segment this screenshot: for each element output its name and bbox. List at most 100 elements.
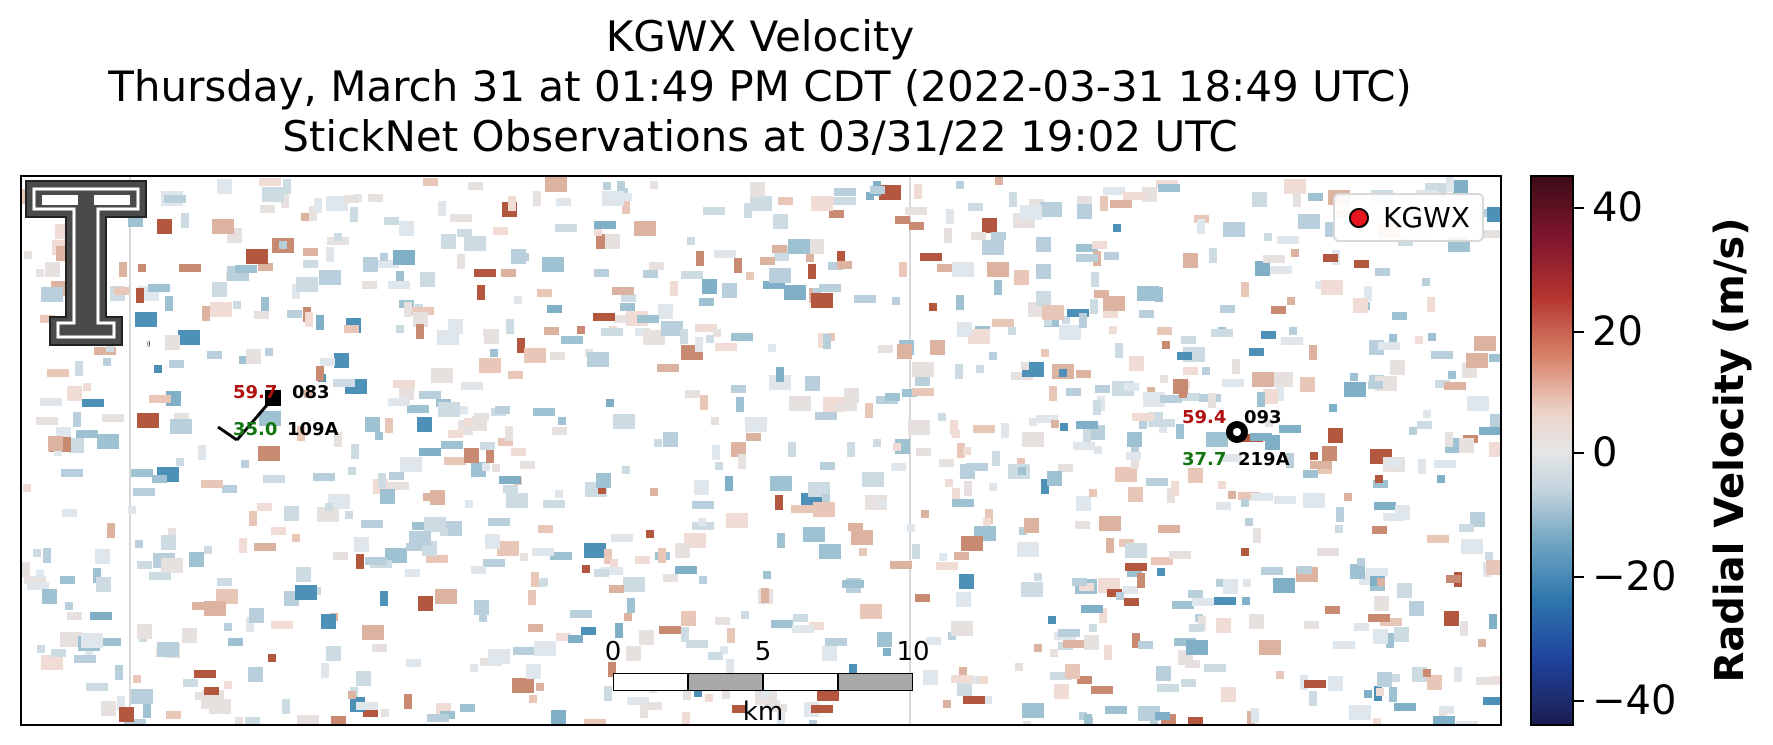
velocity-gate bbox=[498, 438, 513, 446]
velocity-gate bbox=[239, 356, 247, 364]
velocity-gate bbox=[115, 665, 123, 680]
velocity-gate bbox=[131, 689, 153, 704]
velocity-gate bbox=[1297, 566, 1312, 574]
velocity-gate bbox=[1060, 423, 1068, 431]
velocity-gate bbox=[1387, 459, 1402, 467]
velocity-gate bbox=[1415, 336, 1423, 344]
velocity-gate bbox=[465, 500, 473, 508]
velocity-gate bbox=[1022, 432, 1044, 447]
velocity-gate bbox=[818, 333, 826, 348]
velocity-gate bbox=[1024, 518, 1039, 533]
velocity-gate bbox=[1115, 467, 1137, 482]
velocity-gate bbox=[873, 439, 881, 447]
velocity-gate bbox=[1176, 424, 1184, 439]
velocity-gate bbox=[1383, 513, 1405, 521]
velocity-gate bbox=[96, 577, 111, 592]
colorbar-tick bbox=[1574, 207, 1584, 209]
velocity-gate bbox=[1084, 635, 1099, 650]
velocity-gate bbox=[1241, 548, 1249, 556]
velocity-gate bbox=[1075, 521, 1090, 529]
velocity-gate bbox=[946, 209, 954, 224]
velocity-gate bbox=[94, 347, 116, 355]
velocity-gate bbox=[1300, 377, 1315, 392]
velocity-gate bbox=[372, 644, 387, 652]
velocity-gate bbox=[587, 352, 609, 367]
velocity-gate bbox=[1344, 382, 1366, 397]
velocity-gate bbox=[811, 293, 833, 308]
velocity-gate bbox=[1453, 180, 1468, 195]
velocity-gate bbox=[297, 715, 319, 724]
velocity-gate bbox=[658, 548, 666, 563]
velocity-gate bbox=[1228, 491, 1236, 499]
velocity-gate bbox=[210, 302, 232, 317]
velocity-gate bbox=[1015, 663, 1023, 671]
velocity-gate bbox=[955, 364, 963, 379]
velocity-gate bbox=[365, 417, 380, 432]
velocity-gate bbox=[620, 303, 635, 311]
velocity-gate bbox=[937, 264, 952, 272]
velocity-gate bbox=[212, 282, 227, 297]
velocity-gate bbox=[626, 646, 641, 661]
station-109a-dewpoint: 35.0 bbox=[233, 419, 278, 440]
velocity-gate bbox=[448, 319, 463, 334]
velocity-gate bbox=[945, 479, 953, 487]
velocity-gate bbox=[1218, 481, 1226, 489]
velocity-gate bbox=[905, 207, 927, 215]
velocity-gate bbox=[41, 655, 63, 670]
velocity-gate bbox=[1157, 327, 1172, 335]
velocity-gate bbox=[634, 221, 656, 236]
velocity-gate bbox=[375, 432, 383, 440]
velocity-gate bbox=[512, 678, 534, 693]
velocity-gate bbox=[1169, 551, 1191, 559]
colorbar-title: Radial Velocity (m/s) bbox=[1707, 217, 1753, 683]
velocity-gate bbox=[235, 265, 257, 273]
velocity-gate bbox=[36, 417, 58, 425]
velocity-gate bbox=[1188, 717, 1203, 724]
velocity-gate bbox=[614, 315, 629, 323]
velocity-gate bbox=[233, 301, 241, 309]
velocity-gate bbox=[682, 712, 690, 724]
velocity-gate bbox=[556, 198, 571, 206]
velocity-gate bbox=[1214, 597, 1236, 605]
velocity-gate bbox=[380, 489, 395, 504]
velocity-gate bbox=[1089, 624, 1097, 632]
velocity-gate bbox=[1109, 326, 1117, 334]
velocity-gate bbox=[1059, 369, 1067, 377]
velocity-gate bbox=[640, 710, 648, 718]
velocity-gate bbox=[389, 472, 404, 480]
velocity-gate bbox=[659, 626, 681, 634]
velocity-gate bbox=[594, 221, 616, 229]
velocity-gate bbox=[1021, 362, 1029, 370]
velocity-gate bbox=[596, 473, 611, 488]
velocity-gate bbox=[1456, 721, 1478, 724]
velocity-gate bbox=[529, 695, 537, 703]
velocity-gate bbox=[1223, 222, 1245, 237]
velocity-gate bbox=[803, 527, 825, 542]
velocity-gate bbox=[1265, 419, 1273, 427]
velocity-gate bbox=[1325, 606, 1340, 614]
velocity-gate bbox=[149, 395, 171, 403]
velocity-gate bbox=[1273, 578, 1295, 593]
velocity-gate bbox=[528, 590, 536, 605]
station-219a-temperature: 59.4 bbox=[1182, 407, 1227, 428]
velocity-gate bbox=[1325, 222, 1333, 237]
velocity-gate bbox=[69, 438, 84, 453]
velocity-gate bbox=[956, 592, 971, 607]
colorbar-label-0: 0 bbox=[1592, 430, 1618, 476]
velocity-gate bbox=[1310, 452, 1318, 460]
velocity-gate bbox=[1350, 373, 1358, 381]
velocity-gate bbox=[1250, 433, 1272, 441]
velocity-gate bbox=[435, 589, 457, 604]
velocity-gate bbox=[1242, 597, 1250, 605]
velocity-gate bbox=[406, 543, 428, 551]
velocity-gate bbox=[1125, 543, 1147, 558]
velocity-gate bbox=[950, 420, 958, 435]
velocity-gate bbox=[1304, 680, 1326, 688]
velocity-gate bbox=[1181, 679, 1196, 687]
velocity-gate bbox=[1001, 423, 1009, 438]
velocity-gate bbox=[154, 365, 162, 373]
velocity-gate bbox=[650, 488, 658, 496]
velocity-gate bbox=[1423, 669, 1431, 677]
velocity-gate bbox=[40, 398, 62, 406]
velocity-gate bbox=[268, 654, 276, 662]
